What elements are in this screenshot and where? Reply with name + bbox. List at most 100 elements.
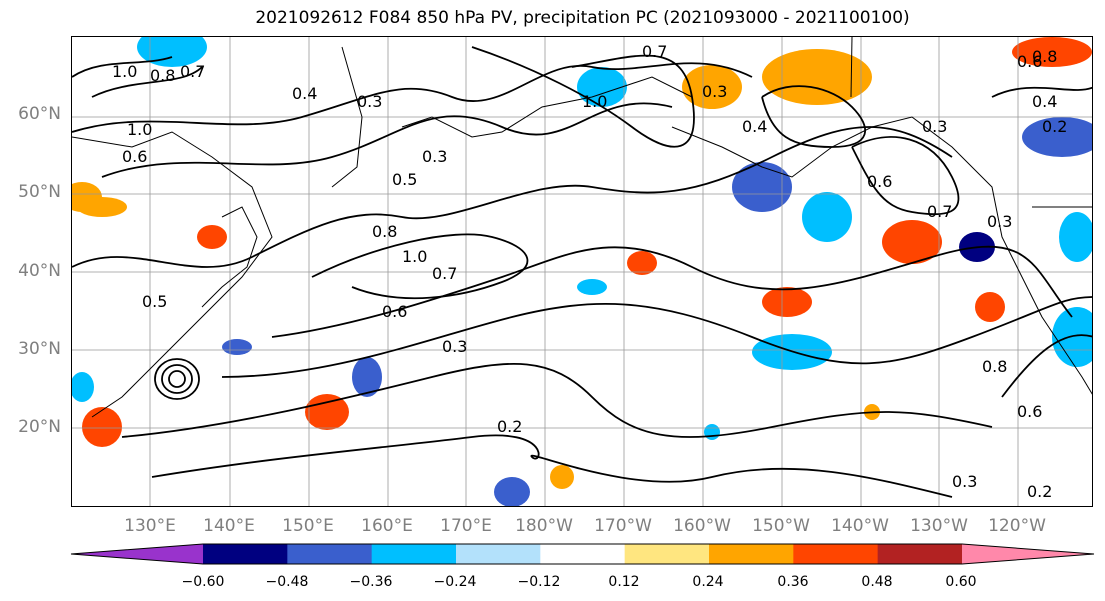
contour-label: 0.6 bbox=[867, 172, 892, 191]
map-title: 2021092612 F084 850 hPa PV, precipitatio… bbox=[255, 8, 910, 28]
precip-positive-area bbox=[762, 49, 872, 105]
precip-negative-area bbox=[704, 424, 720, 440]
contour-label: 0.8 bbox=[982, 357, 1007, 376]
pv-contours bbox=[72, 46, 1092, 498]
contour-label: 1.0 bbox=[582, 92, 607, 111]
colorbar-bin bbox=[456, 544, 541, 564]
precip-positive-area bbox=[82, 407, 122, 447]
contour-label: 0.7 bbox=[432, 264, 457, 283]
contour-label: 0.3 bbox=[442, 337, 467, 356]
contour-label: 0.7 bbox=[642, 42, 667, 61]
lat-label-40n: 40°N bbox=[18, 261, 61, 281]
contour-label: 0.3 bbox=[702, 82, 727, 101]
colorbar-tick: −0.12 bbox=[517, 574, 561, 590]
contour-label: 0.3 bbox=[952, 472, 977, 491]
colorbar-tick: −0.24 bbox=[433, 574, 477, 590]
colorbar-bin bbox=[709, 544, 794, 564]
lon-label-120w: 120°W bbox=[988, 516, 1046, 536]
colorbar-segments bbox=[70, 543, 1095, 565]
contour-label: 0.4 bbox=[292, 84, 317, 103]
lat-label-30n: 30°N bbox=[18, 339, 61, 359]
precip-negative-area bbox=[577, 279, 607, 295]
precip-positive-area bbox=[627, 251, 657, 275]
contour-label: 0.3 bbox=[357, 92, 382, 111]
precip-positive-area bbox=[550, 465, 574, 489]
contour-labels: 1.0 0.8 0.71.00.60.30.40.30.50.81.00.70.60… bbox=[112, 42, 1067, 501]
lon-label-150w: 150°W bbox=[752, 516, 810, 536]
colorbar-tick: −0.48 bbox=[265, 574, 309, 590]
colorbar-bin bbox=[877, 544, 963, 564]
colorbar-bin bbox=[540, 544, 626, 564]
colorbar-bin bbox=[371, 544, 457, 564]
colorbar-tick: 0.48 bbox=[861, 574, 893, 590]
contour-label: 0.3 bbox=[987, 212, 1012, 231]
colorbar-bin bbox=[793, 544, 879, 564]
graticule bbox=[72, 37, 1092, 506]
precip-negative-area bbox=[1059, 212, 1092, 262]
precip-negative-area bbox=[1022, 117, 1092, 157]
precip-positive-area bbox=[1012, 37, 1092, 67]
colorbar-bin bbox=[624, 544, 710, 564]
contour-label: 1.0 bbox=[112, 62, 137, 81]
lat-label-50n: 50°N bbox=[18, 182, 61, 202]
colorbar-tick: 0.24 bbox=[692, 574, 724, 590]
precip-positive-area bbox=[305, 394, 349, 430]
contour-label: 1.0 bbox=[127, 120, 152, 139]
contour-label: 0.3 bbox=[922, 117, 947, 136]
lon-label-170e: 170°E bbox=[440, 516, 492, 536]
contour-label: 0.4 bbox=[1032, 92, 1057, 111]
contour-label: 0.8 bbox=[1032, 47, 1057, 66]
contour-label: 0.3 bbox=[422, 147, 447, 166]
precip-negative-area bbox=[72, 372, 94, 402]
precip-negative-area bbox=[137, 37, 207, 67]
contour-label: 0.4 bbox=[742, 117, 767, 136]
colorbar-extend-high bbox=[962, 544, 1094, 564]
contour-label: 0.6 bbox=[1017, 402, 1042, 421]
lon-label-130e: 130°E bbox=[124, 516, 176, 536]
colorbar-bin bbox=[287, 544, 373, 564]
precip-negative-area bbox=[222, 339, 252, 355]
precip-negative-area bbox=[494, 477, 530, 506]
contour-label: 0.2 bbox=[497, 417, 522, 436]
coastlines bbox=[72, 37, 1092, 418]
precip-negative-area bbox=[732, 162, 792, 212]
colorbar-tick: 0.36 bbox=[777, 574, 809, 590]
precip-negative-area bbox=[802, 192, 852, 242]
lon-label-140w: 140°W bbox=[831, 516, 889, 536]
contour-label: 0.8 bbox=[150, 66, 175, 85]
colorbar-tick: 0.60 bbox=[945, 574, 977, 590]
precip-positive-area bbox=[975, 292, 1005, 322]
contour-label: 0.5 bbox=[142, 292, 167, 311]
lon-label-170w: 170°W bbox=[594, 516, 652, 536]
colorbar-tick: −0.36 bbox=[349, 574, 393, 590]
lat-label-20n: 20°N bbox=[18, 417, 61, 437]
lon-label-150e: 150°E bbox=[282, 516, 334, 536]
lon-label-180w: 180°W bbox=[515, 516, 573, 536]
lon-label-160e: 160°E bbox=[361, 516, 413, 536]
colorbar-tick: 0.12 bbox=[608, 574, 640, 590]
contour-label: 1.0 bbox=[402, 247, 427, 266]
colorbar-tick: −0.60 bbox=[181, 574, 225, 590]
contour-label: 0.6 bbox=[122, 147, 147, 166]
precip-negative-area bbox=[1052, 307, 1092, 367]
colorbar-extend-low bbox=[71, 544, 203, 564]
precip-positive-area bbox=[762, 287, 812, 317]
precip-shading bbox=[72, 37, 1092, 506]
lat-label-60n: 60°N bbox=[18, 104, 61, 124]
colorbar-outline bbox=[70, 543, 1095, 565]
lon-label-130w: 130°W bbox=[910, 516, 968, 536]
map-canvas: 1.0 0.8 0.71.00.60.30.40.30.50.81.00.70.60… bbox=[72, 37, 1092, 506]
contour-label: 0.2 bbox=[1042, 117, 1067, 136]
contour-label: 0.2 bbox=[1027, 482, 1052, 501]
precip-negative-area bbox=[352, 357, 382, 397]
contour-label: 0.7 bbox=[927, 202, 952, 221]
contour-label: 0.8 bbox=[372, 222, 397, 241]
colorbar bbox=[70, 543, 1095, 565]
colorbar-bin bbox=[203, 544, 288, 564]
contour-label: 0.6 bbox=[1017, 52, 1042, 71]
precip-positive-area bbox=[77, 197, 127, 217]
map-panel: 1.0 0.8 0.7 1.0 0.6 0.3 0.4 0.3 0.5 0.8 1.0 0.7 0.6 0… bbox=[71, 36, 1093, 507]
contour-label: 0.6 bbox=[382, 302, 407, 321]
contour-label: 0.5 bbox=[392, 170, 417, 189]
precip-positive-area bbox=[197, 225, 227, 249]
